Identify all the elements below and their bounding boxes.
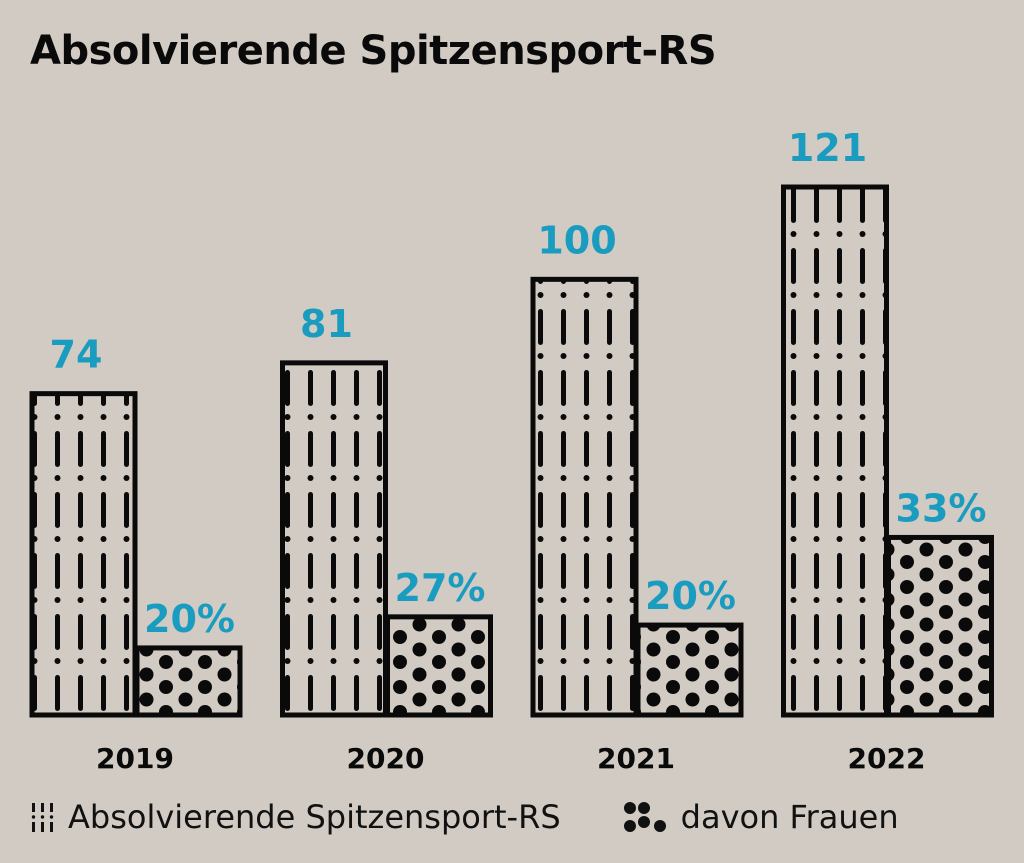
value-label-women-2022: 33% bbox=[896, 486, 987, 530]
value-label-women-2019: 20% bbox=[144, 597, 235, 641]
value-label-women-2020: 27% bbox=[395, 566, 486, 610]
bar-total-2022 bbox=[781, 184, 889, 718]
bar-group-2021: 100 20% 2021 bbox=[530, 218, 744, 775]
x-tick-label-2019: 2019 bbox=[96, 742, 174, 775]
bar-total-2021 bbox=[530, 276, 639, 718]
bar-total-2019 bbox=[29, 391, 138, 718]
legend-item-total: Absolvierende Spitzensport-RS bbox=[30, 798, 561, 836]
dot-pattern-icon bbox=[623, 802, 666, 832]
bar-group-2022: 121 33% 2022 bbox=[781, 126, 994, 775]
x-tick-label-2020: 2020 bbox=[347, 742, 425, 775]
bars-layer: 74 20% 2019 81 27% 2020 100 20% 2021 121 33% 2022 bbox=[29, 126, 994, 775]
bar-women-2019 bbox=[134, 645, 243, 718]
bar-women-2020 bbox=[385, 614, 493, 718]
dash-dot-pattern-icon bbox=[31, 803, 54, 832]
legend-label-women: davon Frauen bbox=[680, 798, 899, 836]
bar-group-2019: 74 20% 2019 bbox=[29, 333, 243, 775]
bar-chart: 74 20% 2019 81 27% 2020 100 20% 2021 121 33% 2022 bbox=[29, 126, 994, 775]
bar-total-2020 bbox=[280, 360, 388, 718]
value-label-total-2019: 74 bbox=[50, 333, 103, 377]
value-label-total-2020: 81 bbox=[300, 302, 353, 346]
legend: Absolvierende Spitzensport-RS davon Frau… bbox=[30, 792, 961, 842]
chart-title: Absolvierende Spitzensport-RS bbox=[30, 28, 717, 74]
value-label-total-2021: 100 bbox=[537, 218, 616, 262]
bar-group-2020: 81 27% 2020 bbox=[280, 302, 493, 775]
bar-women-2022 bbox=[886, 534, 994, 718]
legend-label-total: Absolvierende Spitzensport-RS bbox=[68, 798, 561, 836]
x-tick-label-2022: 2022 bbox=[848, 742, 926, 775]
bar-women-2021 bbox=[635, 622, 744, 718]
legend-item-women: davon Frauen bbox=[623, 798, 899, 836]
value-label-women-2021: 20% bbox=[645, 574, 736, 618]
value-label-total-2022: 121 bbox=[788, 126, 867, 170]
x-tick-label-2021: 2021 bbox=[597, 742, 675, 775]
